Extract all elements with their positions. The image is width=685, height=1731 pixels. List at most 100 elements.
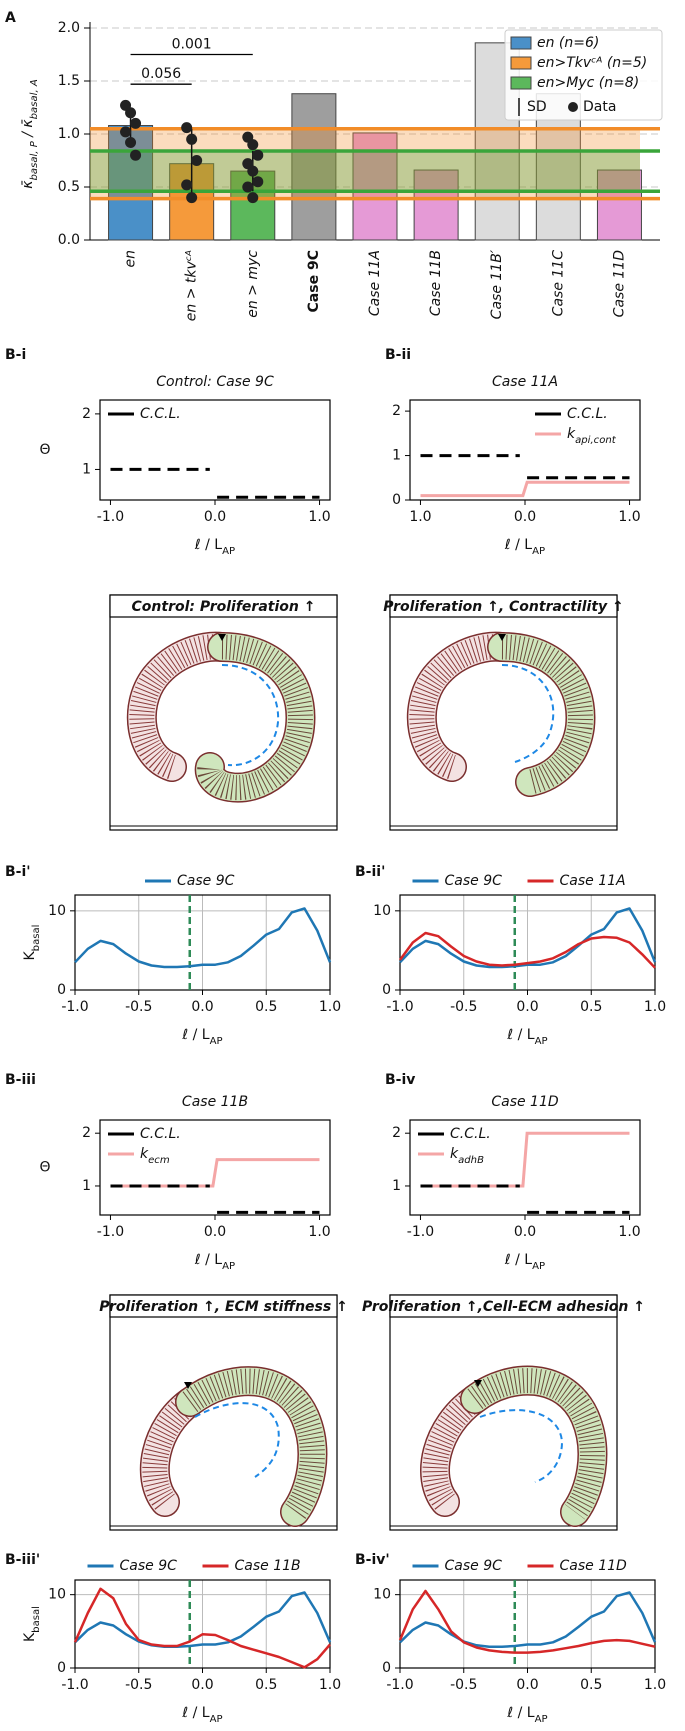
x-axis-label-part: AP bbox=[532, 546, 545, 557]
tissue-cells bbox=[142, 1391, 198, 1510]
x-tick-label: -0.5 bbox=[450, 1677, 477, 1693]
illustration-title: Proliferation ↑, ECM stiffness ↑ bbox=[99, 1299, 348, 1315]
data-point bbox=[242, 181, 254, 193]
series-line bbox=[110, 467, 320, 499]
illustration-title-bar bbox=[389, 1294, 618, 1318]
x-axis-label: ℓ / LAP bbox=[504, 1252, 545, 1272]
plot-frame bbox=[74, 1579, 331, 1669]
x-tick-label: -0.5 bbox=[125, 999, 152, 1015]
y-tick-label: 0 bbox=[392, 492, 401, 508]
plot-frame bbox=[399, 1579, 656, 1669]
x-tick-label: 0.5 bbox=[580, 999, 602, 1015]
x-tick-label: 0.0 bbox=[516, 1677, 538, 1693]
series-line bbox=[420, 480, 630, 498]
y-axis-label: Θ bbox=[39, 442, 50, 458]
data-point bbox=[181, 122, 193, 134]
basal-contour bbox=[501, 664, 555, 763]
legend-label-part: Case 11B bbox=[235, 1558, 301, 1574]
legend-label-part: Case 9C bbox=[177, 873, 235, 889]
data-point bbox=[125, 136, 137, 148]
legend-label-part: C.C.L. bbox=[140, 1126, 181, 1142]
legend-label: Case 11D bbox=[560, 1558, 628, 1574]
data-point bbox=[252, 149, 264, 161]
illustration-title: Proliferation ↑,Cell-ECM adhesion ↑ bbox=[362, 1299, 645, 1315]
x-axis-label: ℓ / LAP bbox=[194, 537, 235, 557]
x-tick-label: 0.0 bbox=[191, 1677, 213, 1693]
legend-label: kapi,cont bbox=[567, 426, 617, 446]
x-tick-label: 1.0 bbox=[644, 999, 666, 1015]
legend-label: Case 9C bbox=[445, 873, 503, 889]
x-axis-label-part: AP bbox=[222, 1261, 235, 1272]
x-tick-label: -1.0 bbox=[61, 1677, 88, 1693]
x-tick-label: 1.0 bbox=[308, 1224, 330, 1240]
x-axis-label-part: AP bbox=[222, 546, 235, 557]
x-tick-label: -1.0 bbox=[386, 999, 413, 1015]
y-axis-label-part: basal, P bbox=[29, 140, 40, 180]
legend-label-part: ecm bbox=[148, 1155, 170, 1166]
legend-label: Case 11A bbox=[560, 873, 626, 889]
x-tick-label: -1.0 bbox=[407, 1224, 434, 1240]
x-axis-label-part: ℓ / L bbox=[194, 537, 222, 553]
illustration-title-bar bbox=[389, 594, 618, 618]
tissue-cells bbox=[182, 1368, 325, 1520]
y-tick-label: 0.5 bbox=[58, 179, 80, 195]
x-axis-label: ℓ / LAP bbox=[506, 1027, 547, 1047]
y-axis-label: Kbasal bbox=[22, 925, 42, 961]
chart-title: Control: Case 9C bbox=[156, 374, 274, 390]
legend-label: en (n=6) bbox=[537, 35, 599, 51]
bar bbox=[413, 169, 459, 241]
y-tick-label: 10 bbox=[373, 1587, 391, 1603]
x-tick-label: 0.0 bbox=[191, 999, 213, 1015]
tissue bbox=[126, 631, 316, 803]
x-tick-label: -1.0 bbox=[97, 1224, 124, 1240]
legend-label-part: k bbox=[567, 426, 576, 442]
x-axis-label: ℓ / LAP bbox=[194, 1252, 235, 1272]
y-tick-label: 10 bbox=[373, 903, 391, 919]
tissue-cells bbox=[467, 1368, 605, 1520]
legend-label-part: Case 11A bbox=[560, 873, 626, 889]
legend-label-part: Case 9C bbox=[445, 1558, 503, 1574]
x-axis-label-part: ℓ / L bbox=[181, 1027, 209, 1043]
category-label: Case 11B′ bbox=[489, 249, 505, 319]
x-tick-label: 0.0 bbox=[514, 1224, 536, 1240]
legend-label: SD bbox=[527, 99, 547, 115]
x-tick-label: 1.0 bbox=[644, 1677, 666, 1693]
series-line bbox=[110, 1184, 320, 1214]
x-axis-label-part: AP bbox=[532, 1261, 545, 1272]
series-line bbox=[420, 454, 630, 480]
panel-label: B-iv bbox=[385, 1072, 415, 1088]
series-line bbox=[420, 1131, 630, 1188]
y-axis-label: Θ bbox=[39, 1160, 50, 1176]
panel-label: B-ii' bbox=[355, 864, 385, 880]
x-axis-label-part: ℓ / L bbox=[504, 537, 532, 553]
x-tick-label: 0.5 bbox=[580, 1677, 602, 1693]
bar bbox=[596, 169, 642, 241]
legend-box bbox=[504, 29, 663, 121]
data-point bbox=[181, 179, 193, 191]
x-axis-label: ℓ / LAP bbox=[181, 1027, 222, 1047]
series-line bbox=[398, 931, 656, 969]
category-label: Case 9C bbox=[306, 250, 322, 312]
legend-label: kadhB bbox=[450, 1146, 484, 1166]
x-axis-label-part: AP bbox=[535, 1714, 548, 1725]
x-axis-label-part: ℓ / L bbox=[504, 1252, 532, 1268]
panel-label: B-iv' bbox=[355, 1552, 390, 1568]
plot-frame bbox=[74, 894, 331, 991]
tissue bbox=[420, 1365, 608, 1527]
illustration: Proliferation ↑,Cell-ECM adhesion ↑ bbox=[362, 1294, 645, 1531]
y-tick-label: 1 bbox=[392, 448, 401, 464]
y-tick-label: 2.0 bbox=[58, 20, 80, 36]
legend-label: Case 9C bbox=[177, 873, 235, 889]
x-tick-label: -0.5 bbox=[125, 1677, 152, 1693]
x-axis-label: ℓ / LAP bbox=[504, 537, 545, 557]
data-point bbox=[130, 149, 142, 161]
legend-label-part: k bbox=[450, 1146, 459, 1162]
y-tick-label: 2 bbox=[392, 403, 401, 419]
category-label: en > tkvᶜᴬ bbox=[184, 250, 200, 321]
bar bbox=[291, 93, 337, 241]
basal-contour bbox=[479, 1409, 564, 1483]
y-tick-label: 1 bbox=[82, 1178, 91, 1194]
plot-frame bbox=[399, 894, 656, 991]
